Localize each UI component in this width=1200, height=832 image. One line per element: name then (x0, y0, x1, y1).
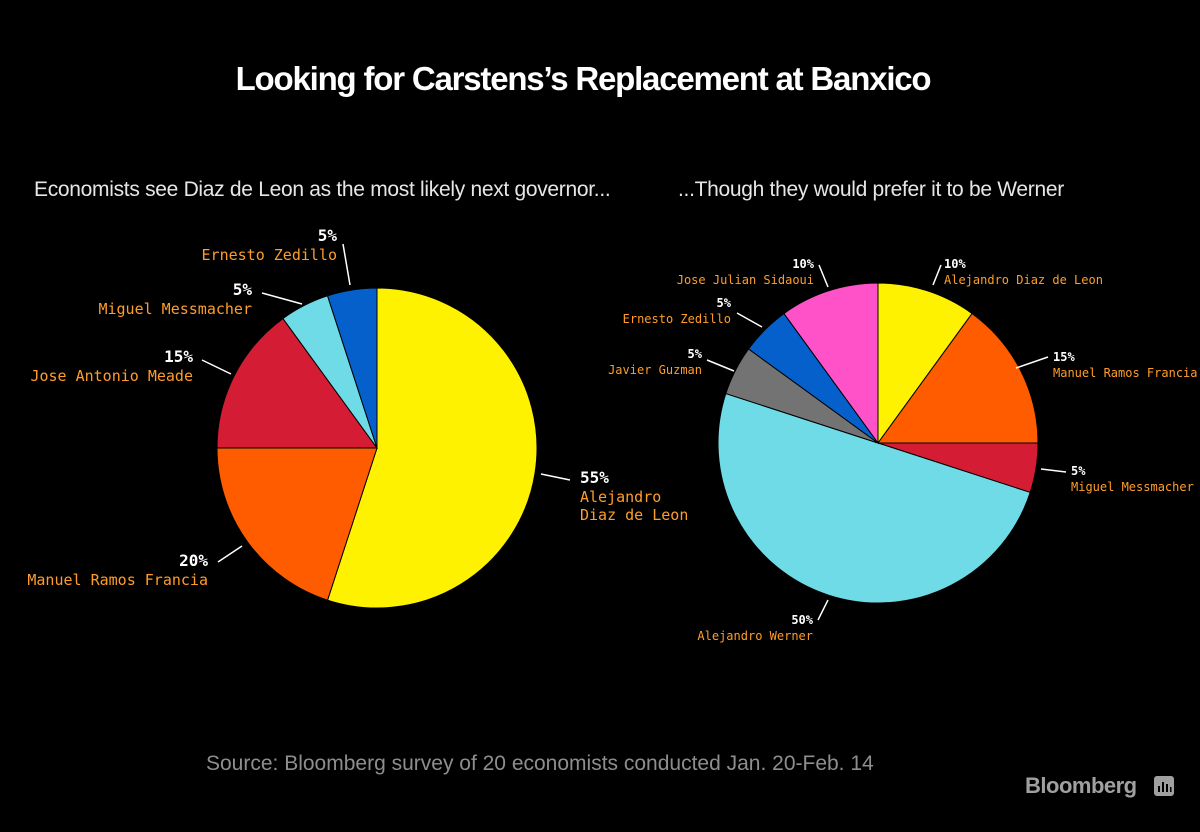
right-name-label-jose-julian-sidaoui: Jose Julian Sidaoui (677, 273, 814, 287)
right-pct-label-manuel-ramos-francia: 15% (1053, 350, 1075, 364)
right-pct-label-ernesto-zedillo: 5% (717, 296, 732, 310)
left-name-label-ernesto-zedillo: Ernesto Zedillo (202, 246, 337, 264)
right-name-label-alejandro-werner: Alejandro Werner (697, 629, 813, 643)
right-leader-line-miguel-messmacher (1040, 468, 1067, 473)
right-leader-line-alejandro-werner (817, 599, 829, 621)
right-leader-line-manuel-ramos-francia (1015, 356, 1049, 369)
left-pct-label-jose-antonio-meade: 15% (164, 347, 193, 366)
right-pct-label-alejandro-werner: 50% (791, 613, 813, 627)
bloomberg-logo: Bloomberg (1025, 773, 1137, 798)
left-name-label-jose-antonio-meade: Jose Antonio Meade (30, 367, 193, 385)
left-pct-label-miguel-messmacher: 5% (233, 280, 253, 299)
chart-title: Looking for Carstens’s Replacement at Ba… (235, 60, 932, 97)
right-name-label-manuel-ramos-francia: Manuel Ramos Francia (1053, 366, 1198, 380)
left-name-label-alejandro-diaz-de-leon: Alejandro (580, 488, 661, 506)
left-pie-slice-ernesto-zedillo (326, 287, 378, 449)
right-name-label-ernesto-zedillo: Ernesto Zedillo (623, 312, 731, 326)
right-pct-label-jose-julian-sidaoui: 10% (792, 257, 814, 271)
source-note: Source: Bloomberg survey of 20 economist… (206, 752, 874, 775)
left-name-label-manuel-ramos-francia: Manuel Ramos Francia (27, 571, 208, 589)
left-leader-line-manuel-ramos-francia (217, 545, 243, 563)
left-pct-label-alejandro-diaz-de-leon: 55% (580, 468, 609, 487)
left-leader-line-ernesto-zedillo (342, 243, 351, 286)
left-pie-slice-manuel-ramos-francia (216, 447, 378, 601)
left-pie-slice-alejandro-diaz-de-leon (326, 287, 538, 609)
left-name-label-miguel-messmacher: Miguel Messmacher (98, 300, 252, 318)
right-pct-label-javier-guzman: 5% (688, 347, 703, 361)
right-pie-slice-jose-julian-sidaoui (783, 282, 879, 445)
right-chart-subtitle: ...Though they would prefer it to be Wer… (678, 178, 1064, 201)
left-leader-line-jose-antonio-meade (201, 359, 232, 375)
right-name-label-alejandro-diaz-de-leon: Alejandro Diaz de Leon (944, 273, 1103, 287)
right-pct-label-alejandro-diaz-de-leon: 10% (944, 257, 966, 271)
right-leader-line-javier-guzman (706, 359, 735, 372)
right-pie-slice-alejandro-werner (717, 392, 1031, 604)
right-pct-label-miguel-messmacher: 5% (1071, 464, 1086, 478)
right-leader-line-alejandro-diaz-de-leon (932, 264, 942, 286)
left-leader-line-alejandro-diaz-de-leon (540, 473, 571, 481)
right-name-label-miguel-messmacher: Miguel Messmacher (1071, 480, 1194, 494)
right-leader-line-ernesto-zedillo (736, 312, 763, 328)
bloomberg-chart-icon (1154, 776, 1174, 796)
right-name-label-javier-guzman: Javier Guzman (608, 363, 702, 377)
left-name-label-alejandro-diaz-de-leon: Diaz de Leon (580, 506, 688, 524)
right-pie-slice-alejandro-diaz-de-leon (877, 282, 973, 445)
left-chart-subtitle: Economists see Diaz de Leon as the most … (34, 178, 611, 201)
right-pie-slice-manuel-ramos-francia (877, 312, 1039, 444)
left-pct-label-ernesto-zedillo: 5% (318, 226, 338, 245)
left-pct-label-manuel-ramos-francia: 20% (179, 551, 208, 570)
left-pie-slice-jose-antonio-meade (216, 317, 378, 449)
right-leader-line-jose-julian-sidaoui (818, 264, 829, 288)
left-leader-line-miguel-messmacher (261, 292, 303, 305)
